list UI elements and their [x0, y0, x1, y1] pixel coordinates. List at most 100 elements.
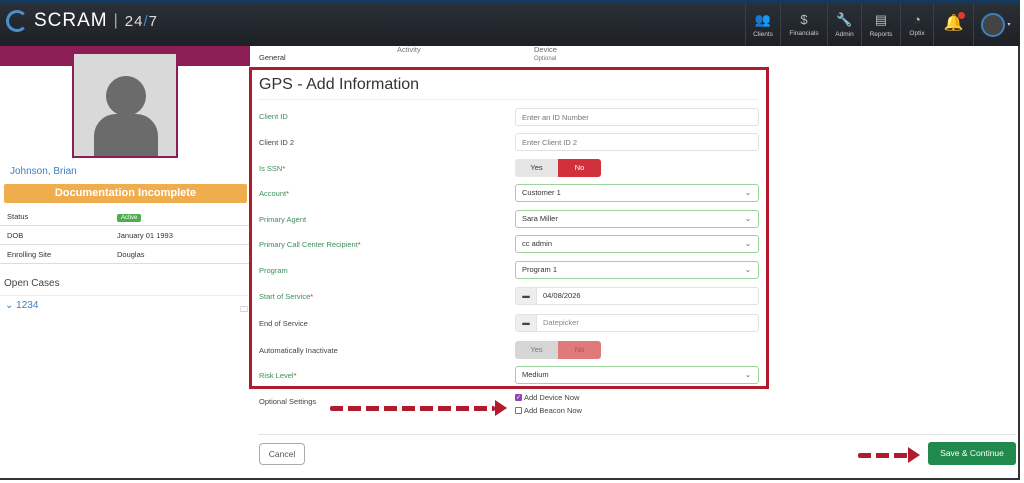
auto-inactivate-label: Automatically Inactivate: [259, 346, 338, 355]
required-mark: *: [310, 292, 314, 301]
arrow-dashes: [858, 452, 908, 458]
dollar-icon: $: [800, 12, 808, 27]
no-option[interactable]: No: [558, 341, 601, 359]
nav-clients[interactable]: 👥 Clients: [745, 3, 780, 46]
chevron-down-icon: ⌄: [744, 370, 751, 379]
date-placeholder: Datepicker: [543, 318, 579, 327]
no-option[interactable]: No: [558, 159, 601, 177]
required-mark: *: [357, 240, 361, 249]
date-value: 04/08/2026: [543, 291, 581, 300]
required-mark: *: [293, 371, 297, 380]
client-id-2-input[interactable]: [515, 133, 759, 151]
select-value: Program 1: [522, 265, 558, 274]
primary-agent-label: Primary Agent: [259, 215, 307, 224]
tab-device[interactable]: Device: [534, 45, 557, 54]
info-key: Status: [7, 212, 29, 221]
select-value: cc admin: [522, 239, 553, 248]
client-name[interactable]: Johnson, Brian: [10, 166, 77, 177]
select-value: Customer 1: [522, 188, 561, 197]
end-of-service-input[interactable]: ▬ Datepicker: [515, 314, 759, 332]
nav-label: Financials: [789, 30, 819, 37]
checkbox-label: Add Beacon Now: [524, 406, 582, 415]
label-text: Primary Call Center Recipient: [259, 240, 358, 249]
person-head-icon: [106, 76, 146, 116]
product-prefix: 24: [124, 12, 144, 30]
label-text: Account: [259, 189, 287, 198]
add-device-checkbox[interactable]: ✓ Add Device Now: [515, 393, 579, 402]
documentation-banner: Documentation Incomplete: [4, 184, 247, 203]
case-item[interactable]: ⌄ 1234: [5, 300, 38, 311]
logo[interactable]: SCRAM | 24/7: [6, 10, 158, 32]
nav-label: Optix: [909, 30, 925, 37]
chevron-down-icon: ⌄: [744, 265, 751, 274]
start-of-service-label: Start of Service*: [259, 292, 313, 301]
info-row-enrolling-site: Enrolling Site Douglas: [0, 245, 250, 264]
notifications-button[interactable]: 🔔: [933, 3, 973, 46]
nav-label: Clients: [753, 30, 773, 38]
wrench-icon: 🔧: [836, 11, 853, 27]
primary-agent-select[interactable]: Sara Miller ⌄: [515, 210, 759, 228]
account-select[interactable]: Customer 1 ⌄: [515, 184, 759, 202]
cancel-button[interactable]: Cancel: [259, 443, 305, 465]
client-id-2-label: Client ID 2: [259, 138, 295, 147]
save-continue-button[interactable]: Save & Continue: [928, 442, 1016, 465]
nav-financials[interactable]: $ Financials: [780, 3, 827, 46]
chevron-down-icon: ⌄: [744, 214, 751, 223]
annotation-arrow: [858, 447, 920, 463]
calendar-icon[interactable]: ▬: [516, 288, 537, 304]
open-cases-heading: Open Cases: [4, 278, 60, 289]
nav-reports[interactable]: ▤ Reports: [861, 3, 900, 46]
add-beacon-checkbox[interactable]: Add Beacon Now: [515, 406, 582, 415]
info-row-status: Status Active: [0, 207, 250, 226]
select-value: Medium: [522, 370, 549, 379]
risk-level-select[interactable]: Medium ⌄: [515, 366, 759, 384]
auto-inactivate-toggle[interactable]: Yes No: [515, 341, 601, 359]
program-label: Program: [259, 266, 288, 275]
chevron-down-icon: ⌄: [5, 300, 17, 311]
required-mark: *: [286, 189, 290, 198]
yes-option[interactable]: Yes: [515, 341, 558, 359]
user-menu[interactable]: ▾: [973, 3, 1018, 46]
form-title: GPS - Add Information: [259, 76, 420, 93]
top-navbar: [0, 0, 1020, 46]
chevron-down-icon: ⌄: [744, 239, 751, 248]
brand-name: SCRAM: [34, 10, 108, 31]
tab-device-optional: Optional: [534, 56, 557, 62]
tab-general[interactable]: General: [259, 53, 286, 62]
label-text: Risk Level: [259, 371, 294, 380]
divider: [258, 99, 758, 100]
checkbox-unchecked-icon[interactable]: [515, 407, 522, 414]
tab-activity[interactable]: Activity: [397, 45, 421, 54]
end-of-service-label: End of Service: [259, 319, 308, 328]
caret-down-icon: ▾: [1007, 22, 1011, 28]
yes-option[interactable]: Yes: [515, 159, 558, 177]
start-of-service-input[interactable]: ▬ 04/08/2026: [515, 287, 759, 305]
user-avatar-icon: [981, 12, 1006, 37]
nav-label: Admin: [835, 30, 854, 38]
calendar-icon[interactable]: ▬: [516, 315, 537, 331]
case-number: 1234: [16, 300, 39, 311]
nav-label: Reports: [869, 30, 893, 38]
chevron-down-icon: ⌄: [744, 188, 751, 197]
notification-dot: [958, 12, 966, 19]
account-label: Account*: [259, 189, 289, 198]
document-icon: ▤: [874, 11, 888, 27]
divider: [0, 295, 250, 296]
arrow-dashes: [330, 405, 495, 411]
info-row-dob: DOB January 01 1993: [0, 226, 250, 245]
client-id-input[interactable]: [515, 108, 759, 126]
person-body-icon: [94, 114, 158, 156]
is-ssn-label: Is SSN*: [259, 164, 285, 173]
highlight-box: [249, 67, 769, 389]
bell-icon: 🔔: [944, 12, 966, 33]
call-center-select[interactable]: cc admin ⌄: [515, 235, 759, 253]
folder-icon[interactable]: 🗀: [240, 305, 248, 314]
status-badge: Active: [117, 214, 142, 222]
is-ssn-toggle[interactable]: Yes No: [515, 159, 601, 177]
nav-admin[interactable]: 🔧 Admin: [827, 3, 861, 46]
product-slash: /: [143, 12, 149, 30]
arrow-head: [495, 400, 507, 416]
nav-optix[interactable]: ◔ Optix: [900, 3, 933, 46]
program-select[interactable]: Program 1 ⌄: [515, 261, 759, 279]
checkbox-checked-icon[interactable]: ✓: [515, 394, 522, 401]
